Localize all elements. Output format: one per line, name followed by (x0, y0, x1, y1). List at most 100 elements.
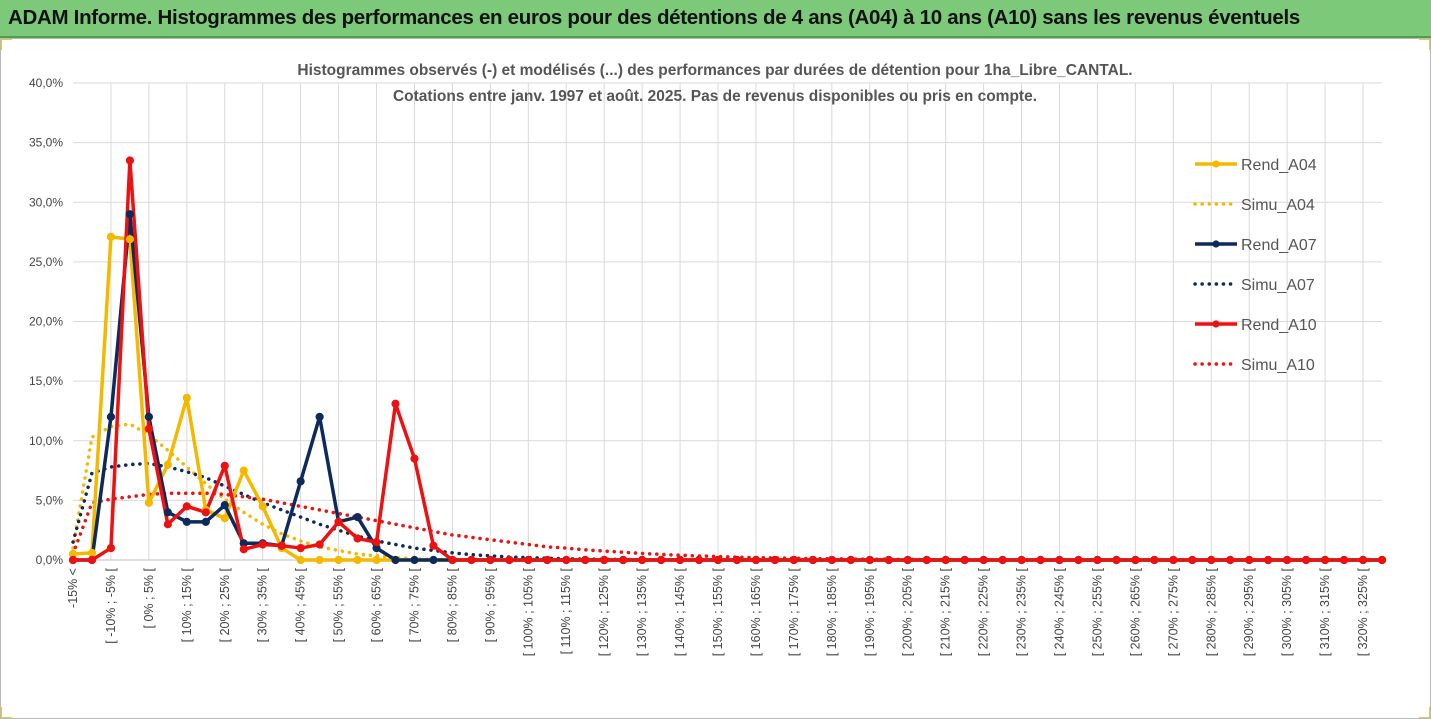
x-tick-label: [ 0% ; 5% [ (142, 567, 156, 628)
data-point-Rend_A10 (125, 156, 135, 165)
legend-label-Rend_A07: Rend_A07 (1241, 237, 1317, 254)
data-point-Rend_A07 (182, 517, 191, 526)
data-point-Rend_A10 (1377, 555, 1387, 565)
data-point-Rend_A04 (106, 232, 116, 241)
page-banner: ADAM Informe. Histogrammes des performan… (0, 0, 1431, 38)
legend-label-Simu_A07: Simu_A07 (1241, 277, 1315, 294)
data-point-Rend_A04 (296, 555, 305, 565)
data-point-Rend_A04 (334, 555, 343, 565)
legend-label-Simu_A10: Simu_A10 (1241, 357, 1315, 374)
data-point-Rend_A10 (732, 555, 742, 565)
data-point-Rend_A10 (865, 555, 874, 565)
data-point-Rend_A07 (315, 412, 324, 421)
data-point-Rend_A10 (581, 555, 590, 565)
series-line-Simu_A04 (71, 422, 1384, 562)
chart-title-line: Cotations entre janv. 1997 et août. 2025… (393, 88, 1037, 105)
series-lines (71, 158, 1384, 562)
x-tick-label: [ 230% ; 235% [ (1015, 567, 1029, 656)
data-point-Rend_A10 (960, 555, 969, 565)
data-point-Rend_A07 (144, 412, 153, 421)
data-point-Rend_A10 (1302, 555, 1311, 565)
data-point-Rend_A10 (1017, 555, 1026, 565)
x-tick-label: [ 290% ; 295% [ (1242, 567, 1256, 656)
legend: Rend_A04 Simu_A04 Rend_A07 Simu_A07 Rend_A10… (1193, 157, 1317, 374)
series-line-Simu_A10 (71, 491, 1384, 562)
data-point-Rend_A10 (713, 555, 723, 565)
x-tick-label: [ 60% ; 65% [ (370, 567, 384, 642)
legend-marker-Rend_A07 (1212, 240, 1220, 248)
x-tick-label: [ 310% ; 315% [ (1318, 567, 1332, 656)
data-point-Rend_A07 (410, 555, 419, 565)
y-tick-label: 5,0% (36, 493, 64, 507)
data-point-Rend_A10 (941, 555, 950, 565)
x-tick-label: [ 210% ; 215% [ (939, 567, 953, 656)
x-tick-label: [ 260% ; 265% [ (1128, 567, 1142, 656)
histogram-line-chart: 0,0% 5,0% 10,0% 15,0% 20,0% 25,0% 30,0% 35,0% 40… (29, 62, 1387, 656)
x-tick-label: [ 80% ; 85% [ (445, 567, 459, 642)
data-point-Rend_A10 (922, 555, 931, 565)
data-point-Rend_A07 (201, 517, 210, 526)
x-tick-label: [ 170% ; 175% [ (787, 567, 801, 656)
data-point-Rend_A07 (220, 501, 229, 510)
x-tick-label: [ 40% ; 45% [ (294, 567, 308, 642)
legend-label-Simu_A04: Simu_A04 (1241, 197, 1315, 214)
x-tick-label: [ 70% ; 75% [ (407, 567, 421, 642)
x-tick-label: [ 220% ; 225% [ (977, 567, 991, 656)
data-point-Rend_A04 (87, 548, 97, 557)
y-tick-label: 15,0% (29, 374, 63, 388)
x-tick-label: [ 30% ; 35% [ (256, 567, 270, 642)
data-point-Rend_A10 (619, 555, 628, 565)
data-point-Rend_A10 (68, 555, 78, 565)
data-point-Rend_A10 (239, 545, 248, 554)
data-point-Rend_A04 (182, 393, 191, 402)
data-point-Rend_A10 (1036, 555, 1045, 565)
data-point-Rend_A07 (125, 210, 135, 219)
x-tick-label: [ 140% ; 145% [ (673, 567, 687, 656)
y-tick-label: 20,0% (29, 315, 63, 329)
x-tick-label: [ 250% ; 255% [ (1090, 567, 1104, 656)
data-point-Rend_A07 (296, 477, 305, 486)
data-point-Rend_A10 (1245, 555, 1254, 565)
data-point-Rend_A10 (903, 555, 912, 565)
data-point-Rend_A10 (353, 534, 362, 543)
data-point-Rend_A10 (751, 555, 761, 565)
data-point-Rend_A10 (675, 555, 685, 565)
data-point-Rend_A04 (353, 555, 362, 565)
data-point-Rend_A10 (1283, 555, 1292, 565)
legend-marker-Rend_A04 (1212, 160, 1220, 168)
x-tick-label: [ 320% ; 325% [ (1356, 567, 1370, 656)
series-line-Rend_A07 (73, 212, 1382, 562)
data-point-Rend_A10 (486, 555, 495, 565)
data-point-Rend_A10 (1188, 555, 1197, 565)
data-point-Rend_A10 (258, 540, 267, 549)
data-point-Rend_A10 (884, 555, 893, 565)
data-point-Rend_A10 (694, 555, 704, 565)
data-point-Rend_A10 (429, 541, 438, 550)
data-point-Rend_A10 (1131, 555, 1140, 565)
data-point-Rend_A10 (201, 508, 210, 517)
data-point-Rend_A04 (163, 460, 172, 469)
x-tick-label: [ 50% ; 55% [ (332, 567, 346, 642)
chart-area: 0,0% 5,0% 10,0% 15,0% 20,0% 25,0% 30,0% 35,0% 40… (0, 38, 1431, 719)
x-tick-label: [ 190% ; 195% [ (863, 567, 877, 656)
data-point-Rend_A10 (1320, 555, 1330, 565)
y-tick-label: 35,0% (29, 136, 63, 150)
data-point-Rend_A10 (1074, 555, 1083, 565)
data-point-Rend_A10 (372, 538, 381, 547)
data-point-Rend_A10 (1150, 555, 1159, 565)
data-point-Rend_A10 (1264, 555, 1273, 565)
x-tick-label: [ 240% ; 245% [ (1052, 567, 1066, 656)
x-tick-label: [ -10% ; -5% [ (104, 567, 118, 643)
data-point-Rend_A04 (239, 466, 248, 475)
x-tick-label: [ 110% ; 115% [ (559, 567, 573, 654)
chart-title-line: Histogrammes observés (-) et modélisés (… (297, 62, 1132, 79)
data-point-Rend_A10 (1207, 555, 1216, 565)
data-point-Rend_A10 (315, 540, 324, 549)
x-axis-tick-labels: -15% < [ -10% ; -5% [[ 0% ; 5% [[ 10% ; 1… (66, 567, 1370, 656)
corner-mark-top-left (0, 38, 12, 50)
data-point-Rend_A04 (144, 498, 153, 507)
x-tick-label: [ 180% ; 185% [ (825, 567, 839, 656)
data-point-Rend_A10 (998, 555, 1007, 565)
data-point-Rend_A10 (1358, 555, 1368, 565)
x-tick-label: [ 300% ; 305% [ (1280, 567, 1294, 656)
